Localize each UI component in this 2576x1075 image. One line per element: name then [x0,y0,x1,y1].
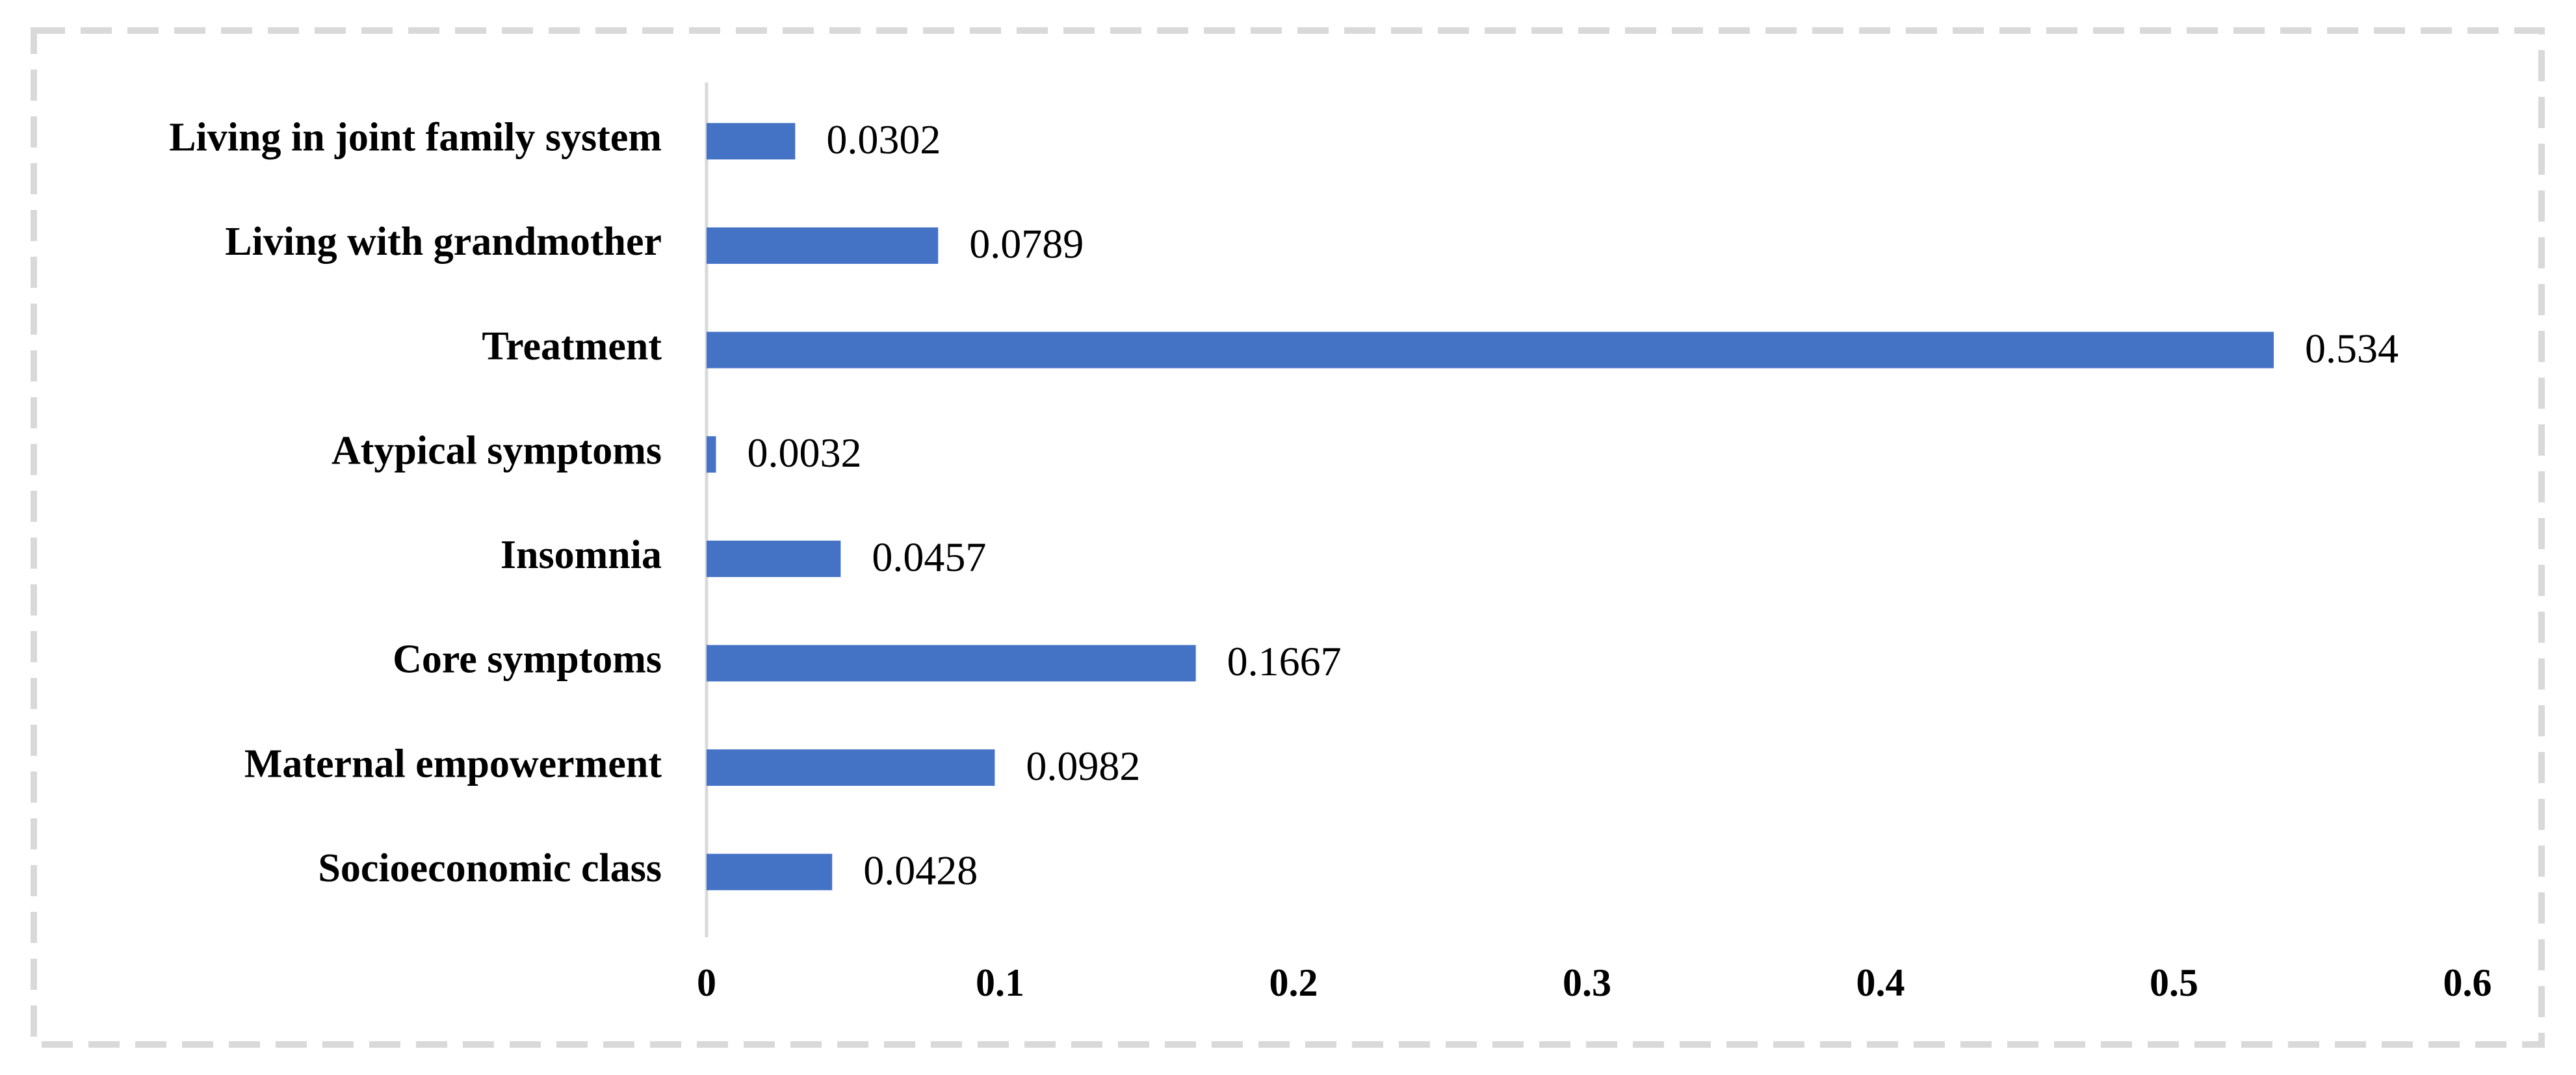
y-tick-label: Atypical symptoms [332,428,662,473]
y-tick-label: Core symptoms [393,638,662,682]
y-tick-label: Living in joint family system [169,116,662,160]
bar [707,853,833,890]
bar [707,540,841,577]
y-tick-label: Treatment [482,324,662,369]
y-tick-label: Insomnia [501,533,662,577]
bar [707,331,2274,369]
y-tick-label: Socioeconomic class [318,846,662,890]
bar [707,436,716,473]
x-tick-label: 0.3 [1563,961,1611,1004]
bar [707,123,796,160]
data-label: 0.0032 [747,430,861,476]
bar [707,645,1196,682]
y-tick-label: Maternal empowerment [244,742,662,786]
data-label: 0.0302 [826,116,941,162]
data-label: 0.0428 [863,847,978,893]
x-tick-label: 0.1 [976,961,1024,1004]
x-tick-label: 0 [697,961,716,1004]
bar [707,749,995,786]
x-tick-label: 0.4 [1856,961,1905,1004]
x-tick-label: 0.5 [2150,961,2198,1004]
data-label: 0.0457 [872,534,986,580]
data-label: 0.534 [2305,325,2399,371]
data-label: 0.0982 [1026,743,1140,789]
y-tick-label: Living with grandmother [225,220,662,264]
x-tick-label: 0.2 [1269,961,1318,1004]
bar [707,227,939,264]
x-tick-label: 0.6 [2443,961,2492,1004]
data-label: 0.0789 [969,221,1084,267]
frame [31,27,2545,1048]
data-label: 0.1667 [1227,638,1342,684]
